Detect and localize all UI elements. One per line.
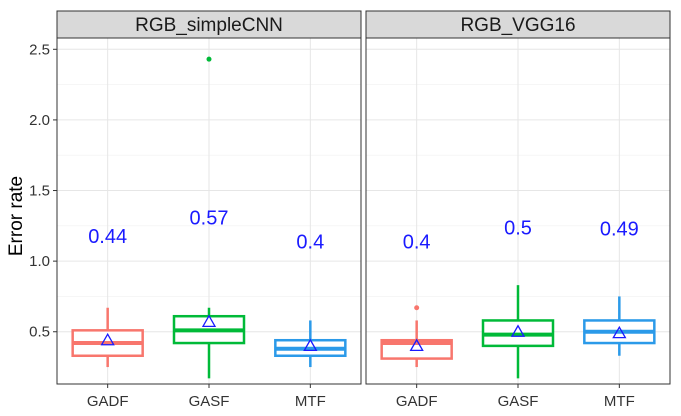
box-gadf: 0.44	[71, 226, 144, 368]
facet-panels: RGB_simpleCNN 0.44 0.57 0.4 GADF GASF MTF 0.5 1.…	[29, 10, 671, 410]
box-mtf: 0.49	[583, 219, 656, 356]
facet-strip	[365, 10, 671, 39]
outlier-point	[414, 305, 420, 311]
facet-strip-label: RGB_VGG16	[460, 15, 575, 36]
mean-marker	[409, 338, 424, 352]
x-tick-label: MTF	[295, 393, 326, 410]
facet-strip-label: RGB_simpleCNN	[135, 15, 283, 36]
y-axis-title: Error rate	[6, 176, 27, 256]
facet-strip	[56, 10, 362, 39]
mean-label: 0.44	[88, 226, 127, 248]
facet-panel-2: RGB_VGG16 0.4 0.5 0.49 GADF GASF MTF	[365, 10, 671, 410]
mean-marker	[303, 338, 318, 352]
outlier-point	[206, 56, 212, 62]
mean-label: 0.4	[403, 231, 431, 253]
box-gadf: 0.4	[380, 231, 453, 368]
mean-marker	[201, 314, 217, 328]
mean-label: 0.4	[296, 231, 324, 253]
mean-label: 0.5	[504, 217, 532, 239]
x-tick-label: MTF	[604, 393, 635, 410]
box-mtf: 0.4	[274, 231, 347, 368]
box-gasf: 0.57	[172, 56, 246, 379]
y-tick-label: 1.5	[29, 183, 50, 200]
box-gasf: 0.5	[481, 217, 555, 379]
y-tick-label: 2.5	[29, 41, 50, 58]
mean-marker	[612, 325, 627, 339]
x-tick-label: GADF	[87, 393, 129, 410]
mean-marker	[100, 332, 115, 346]
mean-marker	[510, 324, 526, 337]
y-tick-label: 0.5	[29, 324, 50, 341]
mean-label: 0.57	[190, 207, 229, 229]
x-tick-label: GASF	[189, 393, 230, 410]
mean-label: 0.49	[600, 219, 639, 241]
x-tick-label: GADF	[396, 393, 438, 410]
x-tick-label: GASF	[498, 393, 539, 410]
facet-panel-1: RGB_simpleCNN 0.44 0.57 0.4 GADF GASF MTF 0.5 1.…	[29, 10, 362, 410]
y-tick-label: 1.0	[29, 253, 50, 270]
y-tick-label: 2.0	[29, 112, 50, 129]
